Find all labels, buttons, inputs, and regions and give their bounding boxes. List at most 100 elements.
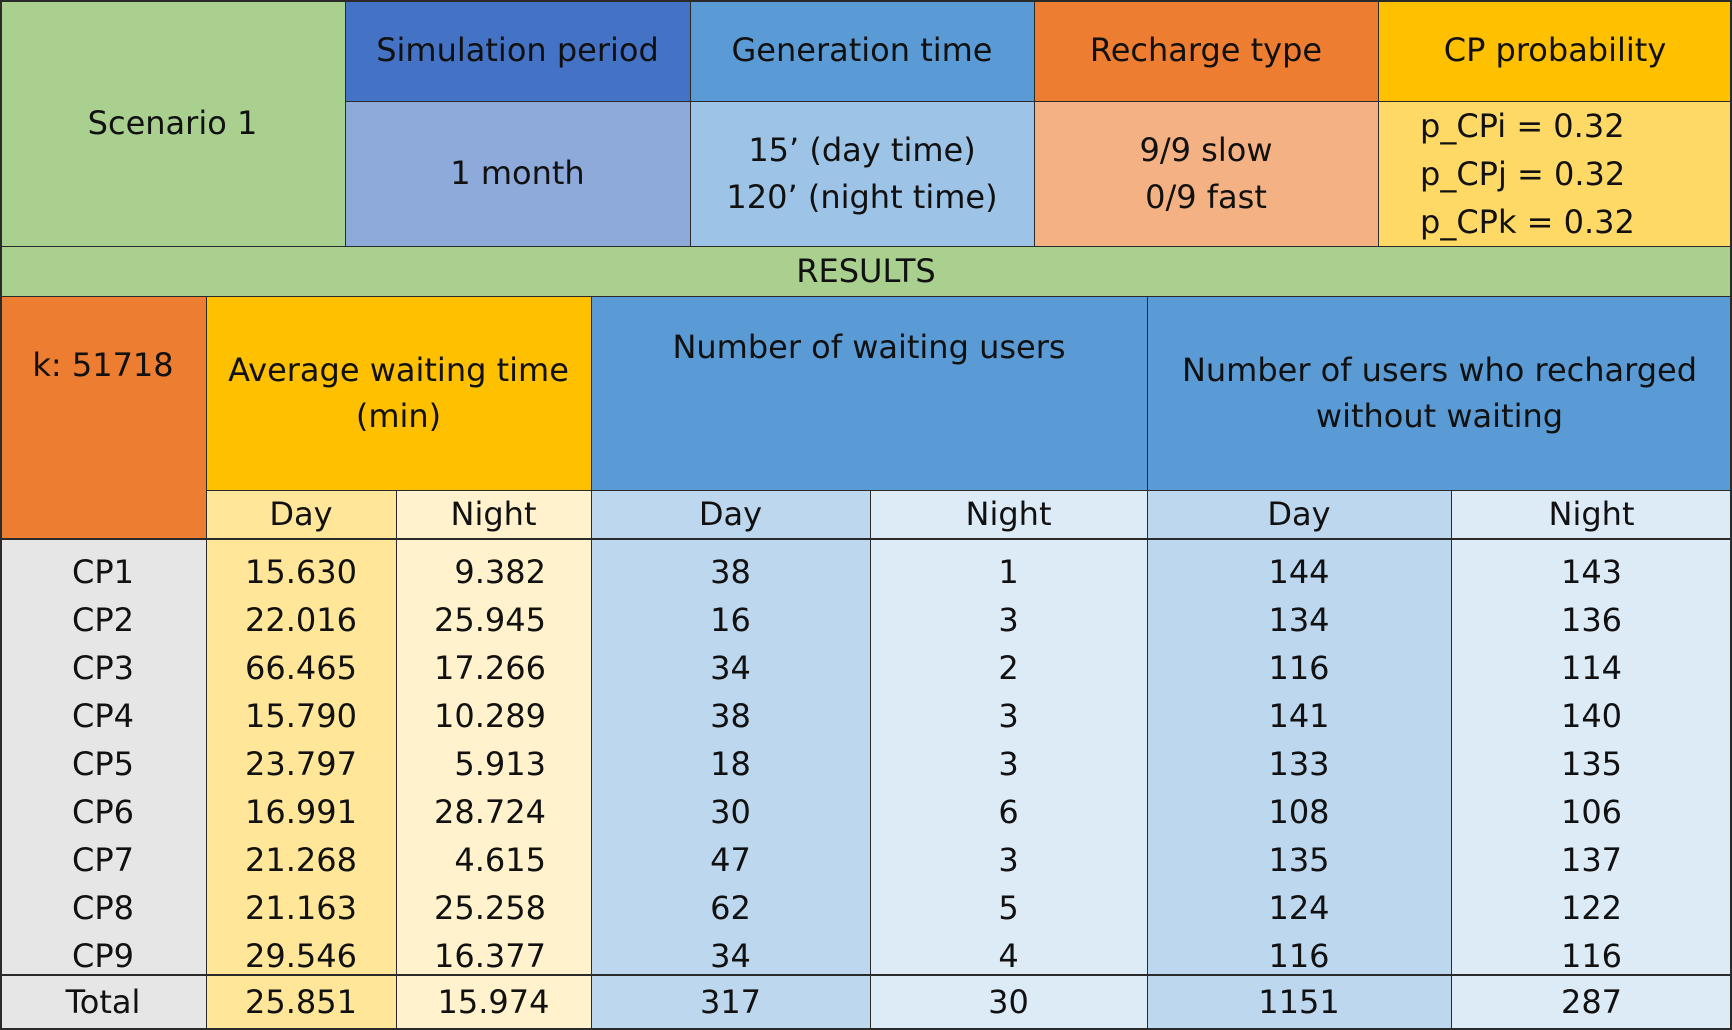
recharge-type-value: 9/9 slow 0/9 fast	[1034, 101, 1378, 246]
waiting-day-value: 34	[710, 649, 751, 687]
no-wait-day-column: 144 134 116 141 133 108 135 124 116	[1147, 538, 1451, 975]
cp-probability-j: p_CPj = 0.32	[1420, 154, 1626, 193]
no-wait-users-header: Number of users who recharged without wa…	[1147, 296, 1732, 490]
waiting-night-value: 1	[998, 553, 1019, 591]
no-wait-night-value: 140	[1560, 697, 1623, 735]
cp-label: CP8	[72, 889, 134, 927]
no-wait-night-header: Night	[1451, 490, 1732, 538]
avg-wait-day-header: Day	[206, 490, 396, 538]
avg-wait-header-line2: (min)	[355, 397, 442, 435]
avg-wait-day-value: 16.991	[245, 793, 357, 831]
waiting-day-value: 38	[710, 697, 751, 735]
waiting-day-value: 47	[710, 841, 751, 879]
results-banner: RESULTS	[0, 246, 1732, 296]
no-wait-day-value: 134	[1268, 601, 1330, 639]
no-wait-night-value: 114	[1560, 649, 1623, 687]
grid-line	[345, 101, 1732, 102]
cp-label: CP7	[72, 841, 134, 879]
total-no-wait-day: 1151	[1147, 974, 1451, 1030]
waiting-night-value: 2	[998, 649, 1019, 687]
k-label: k: 51718	[0, 296, 206, 538]
waiting-day-column: 38 16 34 38 18 30 47 62 34	[591, 538, 870, 975]
grid-line	[1378, 0, 1379, 246]
simulation-period-value: 1 month	[345, 101, 690, 246]
generation-time-header: Generation time	[690, 0, 1034, 101]
cp-label: CP3	[72, 649, 134, 687]
grid-line	[690, 0, 691, 246]
grid-line	[1147, 296, 1148, 1030]
avg-wait-night-value: 5.913	[454, 745, 546, 783]
waiting-day-value: 18	[710, 745, 751, 783]
waiting-night-value: 3	[998, 697, 1019, 735]
generation-time-value: 15’ (day time) 120’ (night time)	[690, 101, 1034, 246]
no-wait-day-value: 108	[1268, 793, 1330, 831]
cp-probability-k: p_CPk = 0.32	[1420, 202, 1635, 241]
cp-label: CP9	[72, 937, 134, 975]
waiting-day-value: 16	[710, 601, 751, 639]
avg-wait-night-value: 17.266	[434, 649, 546, 687]
avg-wait-header: Average waiting time (min)	[206, 296, 591, 490]
avg-wait-day-value: 21.163	[245, 889, 357, 927]
no-wait-day-value: 133	[1268, 745, 1330, 783]
waiting-day-value: 30	[710, 793, 751, 831]
grid-line	[0, 0, 2, 1030]
grid-line	[0, 974, 1732, 976]
generation-time-night: 120’ (night time)	[726, 177, 998, 216]
avg-wait-day-value: 29.546	[245, 937, 357, 975]
avg-wait-day-value: 22.016	[245, 601, 357, 639]
no-wait-day-value: 135	[1268, 841, 1330, 879]
avg-wait-night-value: 10.289	[434, 697, 546, 735]
total-waiting-day: 317	[591, 974, 870, 1030]
cp-label: CP1	[72, 553, 134, 591]
recharge-type-slow: 9/9 slow	[1139, 131, 1273, 170]
recharge-type-header: Recharge type	[1034, 0, 1378, 101]
scenario-title: Scenario 1	[0, 0, 345, 246]
total-avg-wait-night: 15.974	[396, 974, 591, 1030]
grid-line	[206, 490, 1732, 491]
cp-probability-header: CP probability	[1378, 0, 1732, 101]
grid-line	[870, 490, 871, 1030]
no-wait-day-value: 144	[1268, 553, 1330, 591]
no-wait-day-header: Day	[1147, 490, 1451, 538]
waiting-night-header: Night	[870, 490, 1147, 538]
avg-wait-header-line1: Average waiting time	[228, 350, 569, 389]
no-wait-day-value: 124	[1268, 889, 1330, 927]
cp-probability-i: p_CPi = 0.32	[1420, 106, 1625, 145]
cp-label: CP6	[72, 793, 134, 831]
avg-wait-night-header: Night	[396, 490, 591, 538]
no-wait-night-value: 143	[1560, 553, 1623, 591]
cp-label: CP2	[72, 601, 134, 639]
grid-line	[591, 296, 592, 1030]
grid-line	[206, 296, 207, 1030]
waiting-night-value: 3	[998, 601, 1019, 639]
grid-line	[0, 0, 1732, 2]
grid-line	[0, 246, 1732, 247]
waiting-night-value: 3	[998, 745, 1019, 783]
avg-wait-night-value: 28.724	[434, 793, 546, 831]
waiting-night-value: 5	[998, 889, 1019, 927]
avg-wait-day-value: 66.465	[245, 649, 357, 687]
waiting-users-header: Number of waiting users	[591, 296, 1147, 490]
grid-line	[0, 1028, 1732, 1030]
grid-line	[1730, 0, 1732, 1030]
no-wait-night-value: 116	[1560, 937, 1623, 975]
waiting-day-value: 34	[710, 937, 751, 975]
avg-wait-day-value: 15.630	[245, 553, 357, 591]
avg-wait-day-value: 21.268	[245, 841, 357, 879]
total-avg-wait-day: 25.851	[206, 974, 396, 1030]
no-wait-day-value: 116	[1268, 937, 1330, 975]
grid-line	[396, 490, 397, 1030]
no-wait-day-value: 141	[1268, 697, 1330, 735]
no-wait-night-value: 136	[1560, 601, 1623, 639]
grid-line	[1451, 490, 1452, 1030]
total-no-wait-night: 287	[1451, 974, 1732, 1030]
waiting-day-value: 62	[710, 889, 751, 927]
avg-wait-night-value: 4.615	[454, 841, 546, 879]
cp-probability-value: p_CPi = 0.32 p_CPj = 0.32 p_CPk = 0.32	[1378, 101, 1732, 246]
cp-label: CP5	[72, 745, 134, 783]
avg-wait-night-value: 25.945	[434, 601, 546, 639]
avg-wait-night-column: 9.382 25.945 17.266 10.289 5.913 28.724 …	[396, 538, 591, 975]
no-wait-header-line1: Number of users who recharged	[1181, 350, 1698, 389]
no-wait-night-column: 143 136 114 140 135 106 137 122 116	[1451, 538, 1732, 975]
